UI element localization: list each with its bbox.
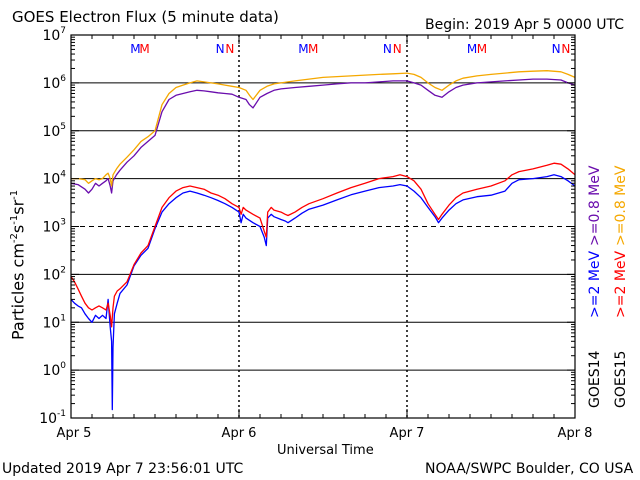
y-tick-label: 10-1 xyxy=(39,409,66,427)
tick-labels: 10-1 100 101 102 103 104 105 106 107 Apr 5 Apr 6 Ap… xyxy=(39,26,592,441)
x-tick-label: Apr 7 xyxy=(390,426,425,441)
x-axis-label: Universal Time xyxy=(277,443,374,458)
source-credit: NOAA/SWPC Boulder, CO USA xyxy=(425,461,634,477)
y-axis-label: Particles cm-2s-1sr-1 xyxy=(8,189,28,340)
mn-marker: M xyxy=(308,42,318,56)
mn-marker: M xyxy=(477,42,487,56)
mn-marker: N xyxy=(552,42,561,56)
y-tick-label: 104 xyxy=(42,170,66,188)
axis-frame xyxy=(70,34,576,419)
mn-marker: M xyxy=(130,42,140,56)
updated-timestamp: Updated 2019 Apr 7 23:56:01 UTC xyxy=(2,461,244,477)
mn-marker: M xyxy=(467,42,477,56)
mn-marker: M xyxy=(139,42,149,56)
grid xyxy=(71,35,575,418)
y-tick-label: 102 xyxy=(42,265,66,283)
mn-marker: N xyxy=(225,42,234,56)
y-tick-label: 103 xyxy=(42,218,66,236)
y-tick-label: 100 xyxy=(42,361,66,379)
begin-date: Begin: 2019 Apr 5 0000 UTC xyxy=(425,17,624,33)
series-line xyxy=(70,162,576,328)
mn-markers: MM N N M M N N M M N N xyxy=(130,42,570,56)
chart-title: GOES Electron Flux (5 minute data) xyxy=(12,8,279,26)
x-tick-label: Apr 6 xyxy=(222,426,257,441)
series-line xyxy=(70,174,576,411)
y-tick-label: 101 xyxy=(42,313,66,331)
mn-marker: M xyxy=(298,42,308,56)
legend-2mev-goes14: >=2 MeV xyxy=(587,250,603,318)
series-line xyxy=(70,78,576,194)
legend-08mev-goes15: >=0.8 MeV xyxy=(613,165,629,246)
mn-marker: N xyxy=(216,42,225,56)
mn-marker: N xyxy=(393,42,402,56)
x-tick-label: Apr 5 xyxy=(57,426,92,441)
legend-goes14: GOES14 xyxy=(587,350,603,408)
mn-marker: N xyxy=(561,42,570,56)
y-tick-label: 106 xyxy=(42,74,66,92)
legend-08mev-goes14: >=0.8 MeV xyxy=(587,165,603,246)
y-tick-label: 107 xyxy=(42,26,66,44)
mn-marker: N xyxy=(383,42,392,56)
legend-goes15: GOES15 xyxy=(613,350,629,408)
series-lines xyxy=(70,70,576,411)
legend-2mev-goes15: >=2 MeV xyxy=(613,250,629,318)
x-tick-label: Apr 8 xyxy=(558,426,593,441)
y-tick-label: 105 xyxy=(42,122,66,140)
series-line xyxy=(71,70,576,187)
